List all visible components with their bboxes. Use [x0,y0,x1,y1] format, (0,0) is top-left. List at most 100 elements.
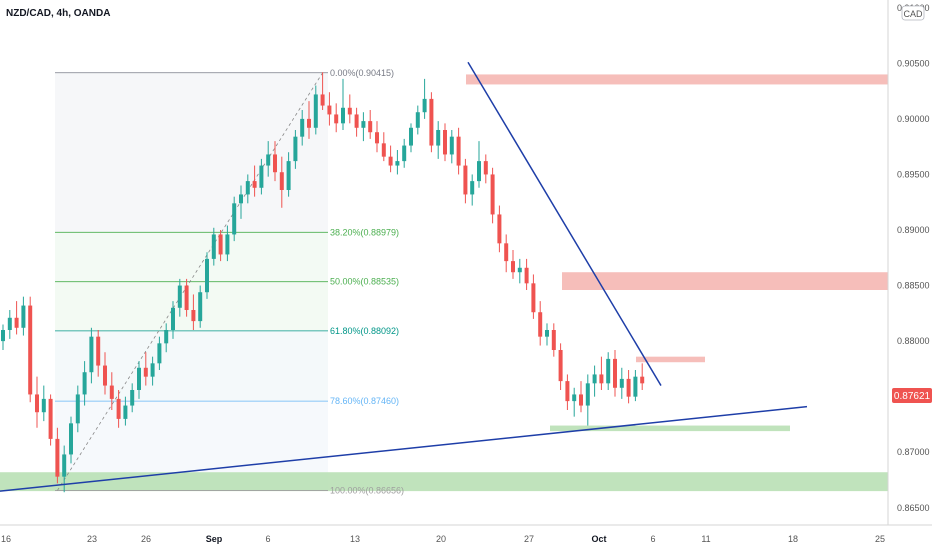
bullish-candle [7,310,12,339]
time-tick-label: 26 [141,534,151,544]
bullish-candle [130,383,135,413]
time-tick-label: 6 [265,534,270,544]
candle-body [48,398,53,439]
candle-body [130,390,135,406]
bullish-candle [75,385,80,433]
bearish-candle [334,103,339,133]
candle-body [483,161,488,175]
bullish-candle [123,396,128,426]
time-tick-label: 18 [788,534,798,544]
candle-body [422,98,427,113]
bearish-candle [96,330,101,377]
bullish-candle [477,141,481,188]
candle-body [41,398,46,413]
bullish-candle [286,152,291,197]
candle-body [497,214,502,244]
bullish-candle [395,150,400,175]
candle-body [82,372,87,395]
price-tick-label: 0.90500 [897,58,930,68]
bullish-candle [619,367,624,399]
bearish-candle [109,372,114,410]
bearish-candle [103,352,107,395]
bearish-candle [626,370,631,404]
bullish-candle [606,352,611,390]
bullish-candle [245,174,250,204]
candle-body [551,330,556,350]
candle-body [103,365,107,386]
bullish-candle [41,385,46,422]
bearish-candle [531,274,536,319]
candle-body [35,394,39,413]
bullish-candle [293,130,298,169]
candle-body [89,336,94,373]
candle-body [137,367,141,390]
time-tick-label: 20 [436,534,446,544]
demand-zone [0,472,888,492]
candle-body [143,367,148,377]
price-tick-label: 0.88500 [897,281,930,291]
candle-body [96,336,101,366]
bearish-candle [463,158,468,204]
candle-body [293,136,298,162]
bearish-candle [368,110,373,139]
candle-body [347,107,352,115]
candle-body [307,118,311,128]
candle-body [565,381,570,402]
candle-body [388,156,393,166]
bullish-candle [422,78,427,119]
bullish-candle [266,141,271,177]
candle-body [286,161,291,190]
bullish-candle [171,301,175,339]
bullish-candle [300,110,305,146]
candle-body [7,317,12,330]
candle-body [28,305,33,395]
candle-body [205,258,209,293]
bullish-candle [470,174,475,206]
candle-body [640,376,645,384]
bullish-candle [545,323,549,346]
candle-body [320,94,325,106]
trendline [467,61,662,386]
candle-body [327,105,332,115]
candle-body [436,130,441,146]
bullish-candle [313,85,318,135]
candle-body [429,98,434,146]
bearish-candle [381,132,386,162]
bullish-candle [82,361,87,406]
bearish-candle [613,350,617,397]
bearish-candle [143,352,148,386]
bearish-candle [558,343,563,390]
candle-body [69,423,73,455]
candle-body [477,161,481,182]
time-tick-label: 25 [875,534,885,544]
price-tick-label: 0.86500 [897,503,930,513]
bearish-candle [14,301,19,335]
candle-body [279,172,284,190]
candle-body [524,267,529,284]
bearish-candle [273,141,277,182]
bearish-candle [640,363,645,390]
bullish-candle [361,112,366,142]
current-price-badge: 0.87621 [892,388,932,403]
bullish-candle [585,374,590,426]
bullish-candle [259,158,264,195]
candle-body [504,243,509,262]
bearish-candle [429,92,434,153]
fib-level-label: 50.00%(0.88535) [330,277,399,287]
time-tick-label: Oct [591,534,606,544]
candle-body [599,374,604,384]
bullish-candle [232,196,237,242]
candle-body [184,285,189,310]
bearish-candle [55,427,60,484]
bearish-candle [252,165,257,197]
candle-body [273,154,277,173]
candle-body [592,374,597,384]
candle-body [21,305,26,328]
fib-band [55,232,328,282]
candle-body [198,292,203,322]
price-tick-label: 0.88000 [897,336,930,346]
bearish-candle [524,258,529,290]
time-tick-label: 16 [1,534,11,544]
